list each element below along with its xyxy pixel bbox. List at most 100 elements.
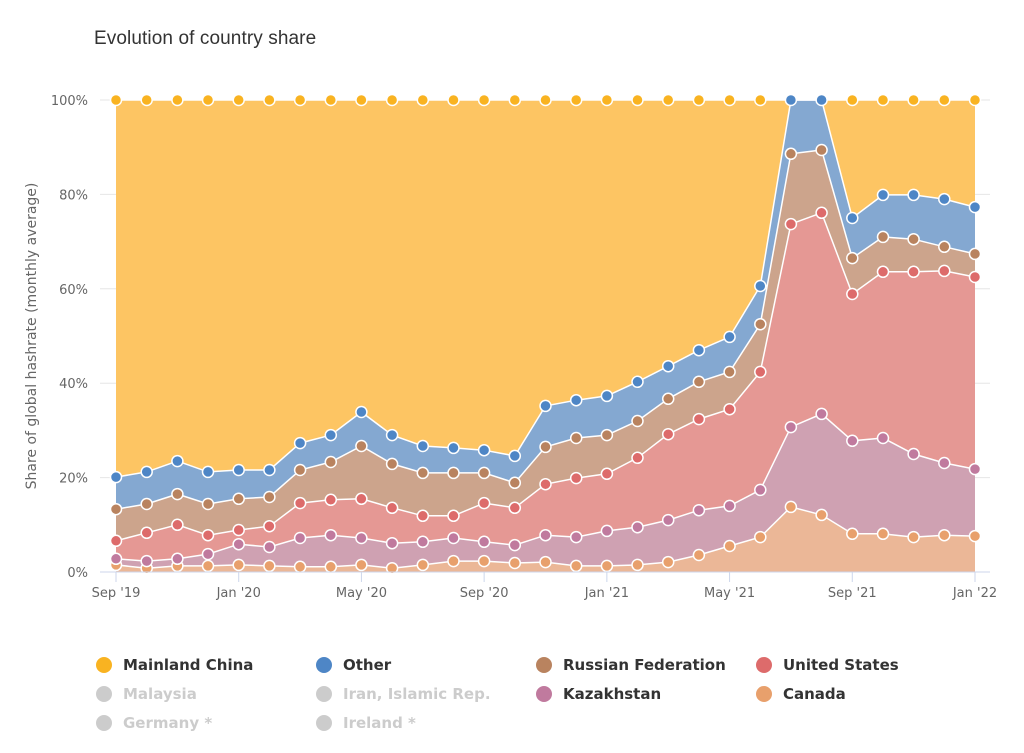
data-point-mainland-china[interactable] — [477, 93, 491, 107]
data-point-kazakhstan[interactable] — [385, 536, 399, 550]
data-point-russian-federation[interactable] — [968, 247, 982, 261]
data-point-kazakhstan[interactable] — [876, 431, 890, 445]
data-point-russian-federation[interactable] — [109, 502, 123, 516]
data-point-canada[interactable] — [784, 500, 798, 514]
data-point-kazakhstan[interactable] — [907, 447, 920, 461]
data-point-united-states[interactable] — [815, 206, 828, 220]
data-point-russian-federation[interactable] — [477, 466, 491, 480]
data-point-kazakhstan[interactable] — [416, 535, 430, 549]
data-point-kazakhstan[interactable] — [232, 537, 245, 551]
legend-item-iran-islamic-rep[interactable]: Iran, Islamic Rep. — [316, 685, 491, 703]
data-point-united-states[interactable] — [876, 265, 890, 279]
data-point-russian-federation[interactable] — [355, 439, 368, 453]
data-point-other[interactable] — [876, 188, 890, 202]
data-point-canada[interactable] — [508, 556, 522, 570]
data-point-united-states[interactable] — [539, 477, 552, 491]
data-point-kazakhstan[interactable] — [263, 540, 276, 554]
data-point-mainland-china[interactable] — [232, 93, 245, 107]
data-point-other[interactable] — [109, 470, 123, 484]
data-point-united-states[interactable] — [692, 412, 706, 426]
legend-item-russian-federation[interactable]: Russian Federation — [536, 656, 726, 674]
data-point-canada[interactable] — [416, 558, 430, 572]
data-point-mainland-china[interactable] — [109, 93, 123, 107]
data-point-kazakhstan[interactable] — [784, 420, 798, 434]
data-point-kazakhstan[interactable] — [631, 520, 644, 534]
data-point-united-states[interactable] — [477, 496, 491, 510]
data-point-mainland-china[interactable] — [846, 93, 859, 107]
legend-item-other[interactable]: Other — [316, 656, 391, 674]
data-point-russian-federation[interactable] — [201, 497, 215, 511]
data-point-other[interactable] — [784, 93, 798, 107]
data-point-mainland-china[interactable] — [569, 93, 583, 107]
data-point-other[interactable] — [968, 200, 982, 214]
data-point-united-states[interactable] — [784, 217, 798, 231]
data-point-other[interactable] — [631, 375, 644, 389]
data-point-kazakhstan[interactable] — [754, 483, 767, 497]
data-point-canada[interactable] — [324, 560, 338, 574]
data-point-kazakhstan[interactable] — [447, 531, 460, 545]
data-point-russian-federation[interactable] — [600, 428, 614, 442]
data-point-kazakhstan[interactable] — [968, 462, 982, 476]
data-point-mainland-china[interactable] — [723, 93, 736, 107]
data-point-mainland-china[interactable] — [968, 93, 982, 107]
data-point-canada[interactable] — [232, 558, 245, 572]
data-point-kazakhstan[interactable] — [723, 499, 736, 513]
data-point-united-states[interactable] — [631, 451, 644, 465]
data-point-canada[interactable] — [938, 528, 951, 542]
data-point-russian-federation[interactable] — [784, 147, 798, 161]
data-point-kazakhstan[interactable] — [846, 434, 859, 448]
data-point-russian-federation[interactable] — [569, 431, 583, 445]
data-point-other[interactable] — [754, 279, 767, 293]
data-point-united-states[interactable] — [355, 492, 368, 506]
data-point-mainland-china[interactable] — [324, 93, 338, 107]
data-point-other[interactable] — [232, 463, 245, 477]
data-point-canada[interactable] — [723, 539, 736, 553]
data-point-russian-federation[interactable] — [938, 240, 951, 254]
data-point-canada[interactable] — [754, 530, 767, 544]
data-point-other[interactable] — [263, 463, 276, 477]
data-point-other[interactable] — [385, 428, 399, 442]
data-point-united-states[interactable] — [968, 270, 982, 284]
data-point-mainland-china[interactable] — [539, 93, 552, 107]
data-point-united-states[interactable] — [385, 501, 399, 515]
data-point-other[interactable] — [324, 428, 338, 442]
data-point-other[interactable] — [846, 211, 859, 225]
data-point-other[interactable] — [171, 454, 184, 468]
data-point-mainland-china[interactable] — [293, 93, 307, 107]
data-point-united-states[interactable] — [508, 501, 522, 515]
data-point-kazakhstan[interactable] — [661, 513, 675, 527]
data-point-other[interactable] — [661, 359, 675, 373]
data-point-kazakhstan[interactable] — [355, 531, 368, 545]
data-point-russian-federation[interactable] — [508, 476, 522, 490]
data-point-kazakhstan[interactable] — [293, 531, 307, 545]
data-point-other[interactable] — [355, 405, 368, 419]
data-point-canada[interactable] — [263, 559, 276, 573]
data-point-mainland-china[interactable] — [907, 93, 920, 107]
data-point-kazakhstan[interactable] — [171, 552, 184, 566]
data-point-russian-federation[interactable] — [876, 230, 890, 244]
data-point-mainland-china[interactable] — [385, 93, 399, 107]
data-point-canada[interactable] — [600, 559, 614, 573]
data-point-russian-federation[interactable] — [140, 497, 153, 511]
data-point-other[interactable] — [938, 192, 951, 206]
data-point-russian-federation[interactable] — [846, 251, 859, 265]
data-point-united-states[interactable] — [201, 528, 215, 542]
data-point-other[interactable] — [508, 449, 522, 463]
data-point-canada[interactable] — [447, 554, 460, 568]
data-point-united-states[interactable] — [416, 509, 430, 523]
legend-item-germany[interactable]: Germany * — [96, 714, 212, 732]
data-point-united-states[interactable] — [109, 534, 123, 548]
data-point-united-states[interactable] — [600, 467, 614, 481]
data-point-canada[interactable] — [907, 530, 920, 544]
data-point-canada[interactable] — [631, 558, 644, 572]
data-point-other[interactable] — [569, 393, 583, 407]
legend-item-canada[interactable]: Canada — [756, 685, 846, 703]
data-point-kazakhstan[interactable] — [569, 530, 583, 544]
data-point-mainland-china[interactable] — [938, 93, 951, 107]
data-point-united-states[interactable] — [661, 427, 675, 441]
data-point-kazakhstan[interactable] — [324, 528, 338, 542]
data-point-russian-federation[interactable] — [539, 440, 552, 454]
legend-item-ireland[interactable]: Ireland * — [316, 714, 416, 732]
data-point-canada[interactable] — [539, 555, 552, 569]
data-point-united-states[interactable] — [293, 496, 307, 510]
